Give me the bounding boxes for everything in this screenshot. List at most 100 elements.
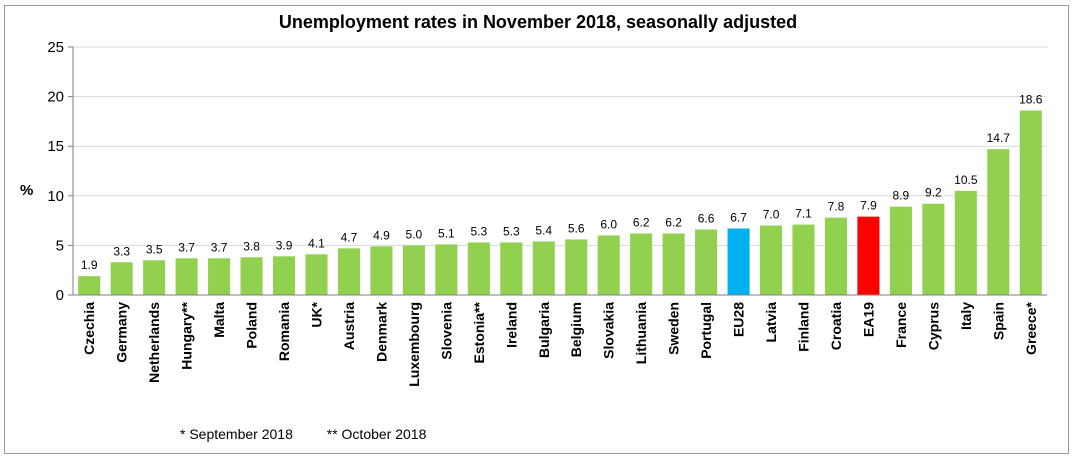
data-label: 6.0 bbox=[600, 217, 617, 231]
bar-slovenia bbox=[435, 244, 458, 295]
bar-uk bbox=[305, 254, 328, 295]
y-axis-label: % bbox=[20, 182, 34, 199]
category-label: Slovakia bbox=[601, 302, 617, 359]
bar-latvia bbox=[759, 225, 783, 295]
data-label: 9.2 bbox=[925, 186, 942, 200]
bar-estonia bbox=[467, 242, 490, 295]
bar-germany bbox=[110, 262, 133, 295]
data-label: 6.6 bbox=[698, 212, 715, 226]
footnote-september: * September 2018 bbox=[180, 426, 293, 442]
bar-sweden bbox=[662, 233, 685, 295]
data-label: 5.4 bbox=[535, 223, 552, 237]
y-tick-label: 20 bbox=[47, 89, 64, 106]
data-label: 3.8 bbox=[243, 239, 260, 253]
category-label: Spain bbox=[990, 302, 1006, 340]
y-tick-label: 25 bbox=[47, 39, 64, 56]
bars bbox=[78, 110, 1042, 295]
category-label: Portugal bbox=[698, 302, 714, 359]
bar-spain bbox=[987, 149, 1010, 295]
data-labels: 1.9 3.3 3.5 3.7 3.7 3.8 3.9 4.1 4.7 4.9 5.0 5.1 5.3 5… bbox=[81, 92, 1043, 272]
data-label: 8.9 bbox=[893, 189, 910, 203]
category-label: Italy bbox=[958, 302, 974, 330]
category-label: France bbox=[893, 302, 909, 348]
data-label: 6.2 bbox=[633, 215, 650, 229]
grid-lines bbox=[73, 46, 1047, 246]
category-label: Sweden bbox=[666, 302, 682, 355]
category-label: Croatia bbox=[828, 302, 844, 350]
bar-luxembourg bbox=[402, 245, 425, 295]
category-label: Romania bbox=[276, 302, 292, 361]
category-label: Czechia bbox=[81, 302, 97, 355]
data-label: 3.5 bbox=[146, 242, 163, 256]
category-label: Bulgaria bbox=[536, 302, 552, 358]
category-label: Finland bbox=[796, 302, 812, 352]
bar-lithuania bbox=[630, 233, 653, 295]
chart-title: Unemployment rates in November 2018, sea… bbox=[278, 12, 798, 32]
bar-bulgaria bbox=[532, 241, 555, 295]
bar-belgium bbox=[565, 239, 588, 295]
bar-slovakia bbox=[597, 235, 620, 295]
bar-portugal bbox=[695, 229, 718, 295]
bar-italy bbox=[954, 190, 977, 295]
bar-france bbox=[889, 206, 912, 295]
category-label: Poland bbox=[244, 302, 260, 349]
data-label: 5.0 bbox=[406, 227, 423, 241]
category-label: Netherlands bbox=[146, 302, 162, 383]
data-label: 7.8 bbox=[828, 200, 845, 214]
data-label: 6.7 bbox=[730, 211, 747, 225]
bar-cyprus bbox=[922, 203, 945, 295]
data-label: 5.6 bbox=[568, 221, 585, 235]
data-label: 5.3 bbox=[470, 224, 487, 238]
category-labels: Czechia Germany Netherlands Hungary** Malta P… bbox=[81, 301, 1039, 386]
data-label: 5.3 bbox=[503, 224, 520, 238]
data-label: 3.3 bbox=[113, 244, 130, 258]
category-label: Austria bbox=[341, 302, 357, 350]
bar-malta bbox=[208, 258, 231, 295]
data-label: 10.5 bbox=[954, 173, 978, 187]
data-label: 5.1 bbox=[438, 226, 455, 240]
footnote-october: ** October 2018 bbox=[326, 426, 427, 442]
bar-hungary bbox=[175, 258, 198, 295]
category-label: Germany bbox=[114, 302, 130, 363]
y-tick-label: 10 bbox=[47, 188, 64, 205]
bar-austria bbox=[337, 248, 361, 295]
bar-croatia bbox=[824, 217, 848, 295]
data-label: 3.7 bbox=[211, 240, 228, 254]
footnotes: * September 2018 ** October 2018 bbox=[180, 426, 456, 442]
data-label: 14.7 bbox=[987, 131, 1011, 145]
category-label: UK* bbox=[309, 301, 325, 327]
bar-ireland bbox=[500, 242, 523, 295]
y-axis-ticks: 0 5 10 15 20 25 bbox=[47, 39, 73, 304]
bar-greece bbox=[1019, 110, 1042, 295]
category-label: Malta bbox=[211, 302, 227, 338]
category-label: Estonia** bbox=[471, 301, 487, 363]
data-label: 4.7 bbox=[341, 230, 358, 244]
y-tick-label: 5 bbox=[56, 237, 64, 254]
bar-finland bbox=[792, 224, 815, 295]
data-label: 1.9 bbox=[81, 258, 98, 272]
bar-romania bbox=[272, 256, 296, 295]
y-tick-label: 15 bbox=[47, 138, 64, 155]
category-label: Latvia bbox=[763, 302, 779, 343]
category-label: Cyprus bbox=[925, 302, 941, 350]
bar-ea19 bbox=[857, 216, 880, 295]
bar-denmark bbox=[370, 246, 393, 295]
bar-eu28 bbox=[727, 228, 750, 295]
data-label: 6.2 bbox=[665, 215, 682, 229]
data-label: 3.9 bbox=[276, 238, 293, 252]
category-label: Hungary** bbox=[179, 301, 195, 369]
category-label: Lithuania bbox=[633, 302, 649, 364]
bar-netherlands bbox=[143, 260, 166, 295]
data-label: 4.9 bbox=[373, 228, 390, 242]
category-label: Luxembourg bbox=[406, 302, 422, 387]
data-label: 4.1 bbox=[308, 236, 325, 250]
data-label: 7.0 bbox=[763, 208, 780, 222]
y-tick-label: 0 bbox=[56, 287, 64, 304]
data-label: 7.1 bbox=[795, 207, 812, 221]
category-label: Greece* bbox=[1023, 301, 1039, 354]
category-label: Belgium bbox=[568, 302, 584, 357]
bar-poland bbox=[240, 257, 263, 295]
category-label: Slovenia bbox=[438, 302, 454, 360]
category-label: Denmark bbox=[373, 302, 389, 362]
